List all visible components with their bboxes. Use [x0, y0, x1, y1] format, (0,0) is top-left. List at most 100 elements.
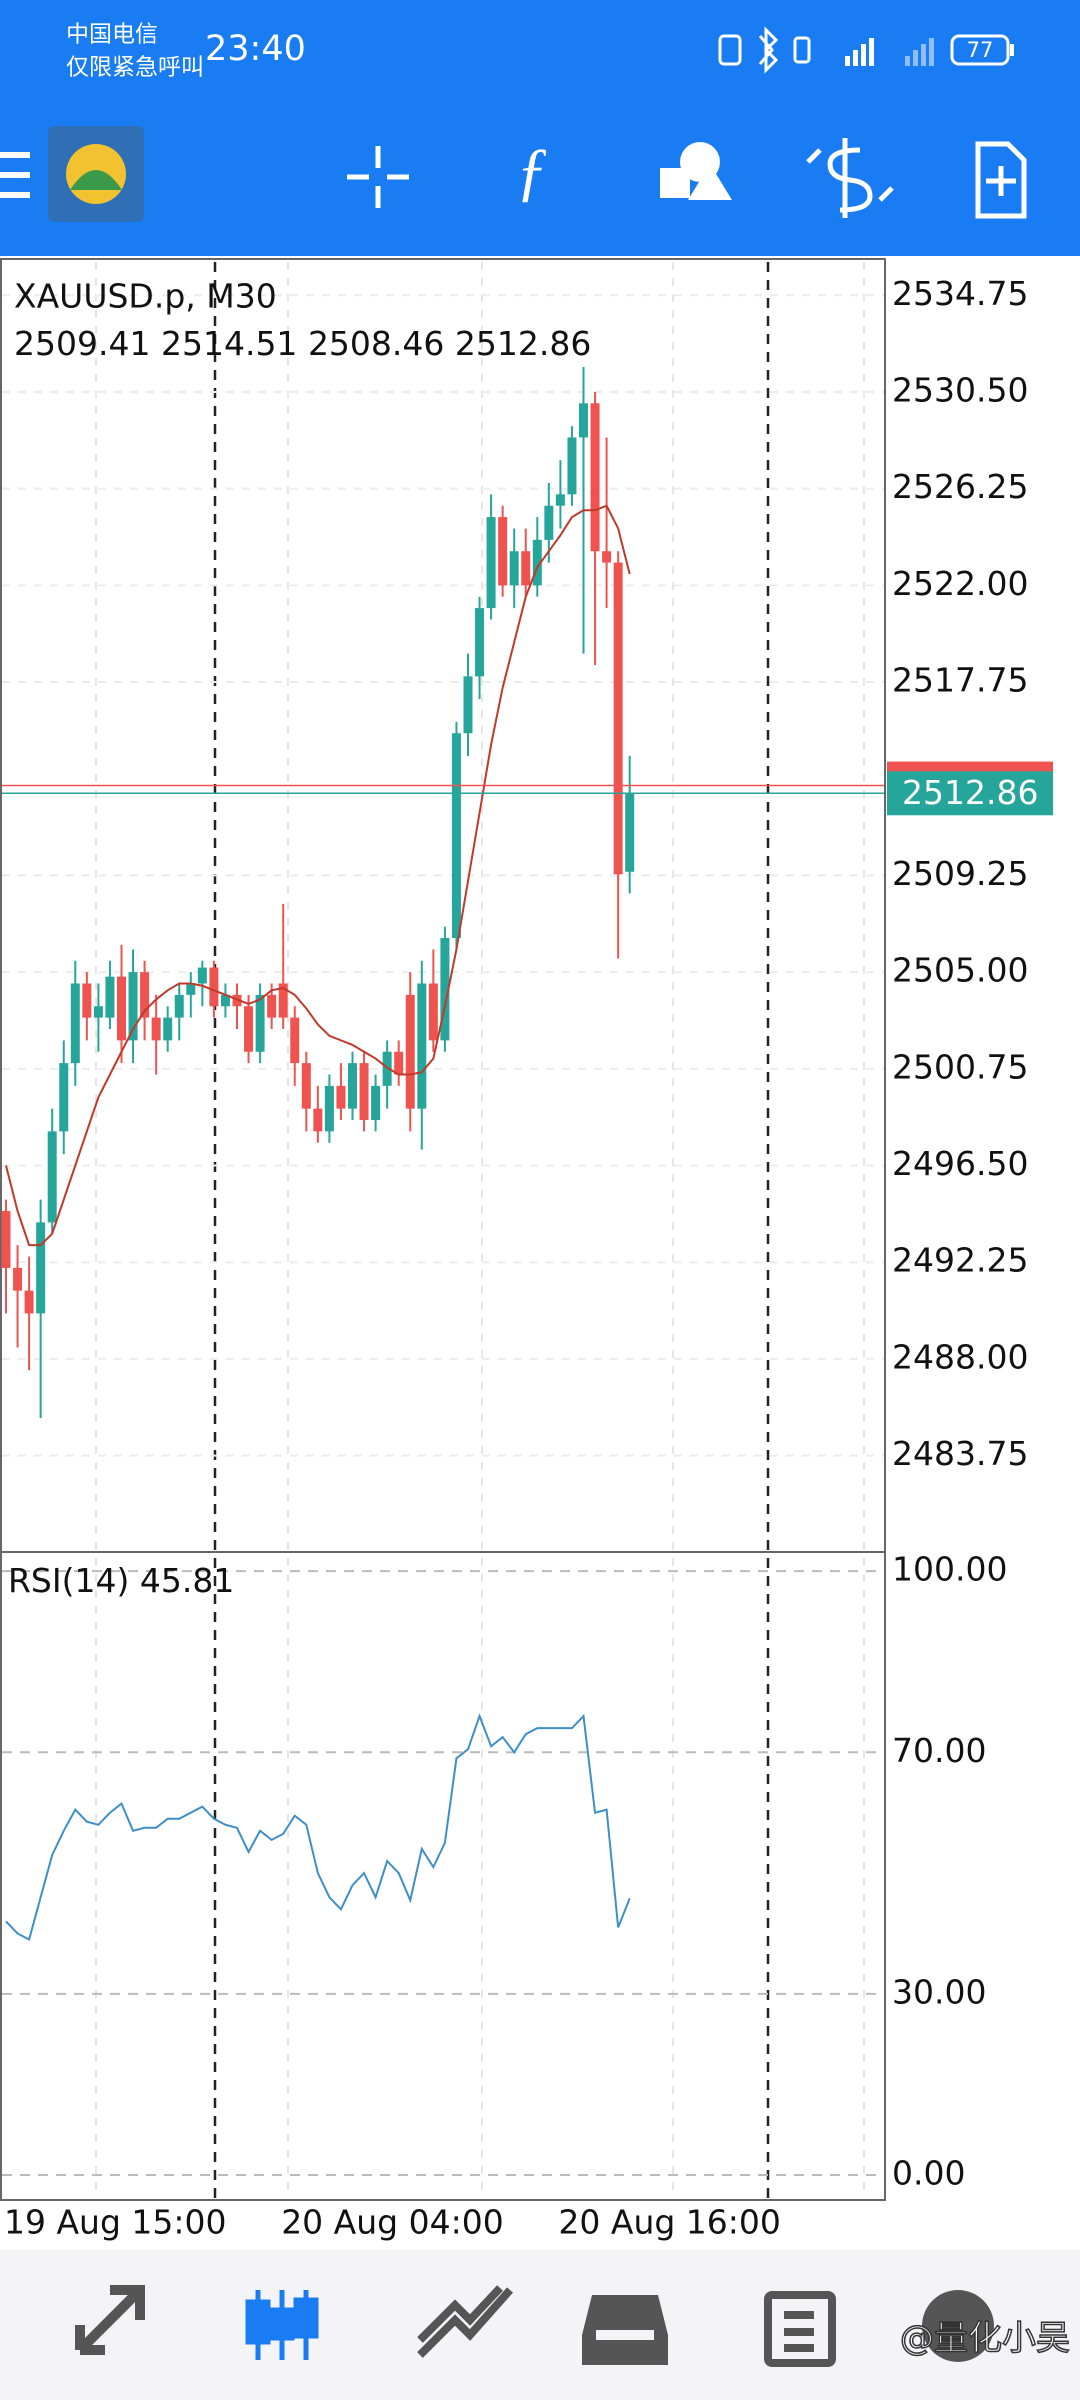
x-tick-label: 20 Aug 04:00: [281, 2203, 504, 2242]
trade-tab[interactable]: [417, 2285, 513, 2358]
candle-body: [324, 1085, 334, 1132]
candle-body: [93, 1006, 103, 1018]
candle-body: [255, 994, 265, 1052]
clock: 23:40: [205, 29, 306, 69]
y-tick-label: 2500.75: [892, 1047, 1028, 1086]
candle-body: [59, 1063, 69, 1132]
candle-body: [290, 1017, 300, 1064]
candle-body: [498, 517, 508, 586]
avatar[interactable]: [922, 2290, 994, 2362]
bid-label: 2512.86: [902, 773, 1038, 812]
y-tick-label: 2517.75: [892, 661, 1028, 700]
candle-body: [186, 983, 196, 995]
moving-average: [5, 504, 631, 1247]
plot-layer: [1, 294, 884, 2177]
y-tick-label: 100.00: [892, 1550, 1007, 1589]
chart-title: XAUUSD.p, M30: [14, 277, 277, 316]
vertical-grid: [95, 262, 865, 2198]
y-tick-label: 70.00: [892, 1731, 986, 1770]
candle-body: [117, 976, 126, 1041]
chart-tab[interactable]: [245, 2290, 319, 2360]
candle-body: [567, 437, 577, 495]
candle-body: [509, 551, 519, 586]
candle-body: [613, 562, 623, 875]
ohlc-header: 2509.41 2514.51 2508.46 2512.86: [14, 324, 591, 363]
candle-body: [1, 1211, 11, 1268]
open-value: 2509.41: [14, 324, 150, 363]
candle-body: [463, 676, 473, 734]
rsi-line: [5, 1713, 631, 1941]
candle-body: [47, 1131, 57, 1223]
rsi-value: 45.81: [140, 1561, 234, 1600]
candle-body: [359, 1063, 369, 1120]
candle-body: [428, 983, 438, 1041]
candle-body: [244, 1006, 254, 1052]
crosshair-tool[interactable]: [347, 146, 409, 208]
y-tick-label: 2530.50: [892, 370, 1028, 409]
trade-tool[interactable]: [806, 138, 894, 218]
candle-body: [475, 608, 485, 677]
high-value: 2514.51: [161, 324, 297, 363]
candle-body: [13, 1267, 23, 1291]
news-tab[interactable]: [764, 2291, 836, 2367]
candle-body: [220, 994, 230, 1007]
candle-body: [440, 937, 450, 1041]
candle-body: [555, 494, 565, 506]
candle-body: [140, 972, 150, 1018]
y-tick-label: 2483.75: [892, 1434, 1028, 1473]
candle-body: [24, 1290, 34, 1314]
candle-body: [197, 967, 207, 984]
y-tick-label: 2526.25: [892, 467, 1028, 506]
objects-tool[interactable]: [660, 142, 732, 200]
candle-body: [163, 1017, 173, 1041]
candle-body: [348, 1063, 357, 1109]
new-order-tool[interactable]: [975, 141, 1027, 219]
y-tick-label: 30.00: [892, 1972, 986, 2011]
menu-button[interactable]: [0, 152, 30, 198]
candle-body: [544, 505, 554, 540]
header-bg: [0, 0, 1080, 256]
y-tick-label: 0.00: [892, 2154, 965, 2193]
candle-body: [82, 983, 92, 1018]
x-tick-label: 20 Aug 16:00: [558, 2203, 781, 2242]
candle-body: [486, 517, 496, 609]
rsi-frame: [0, 1551, 886, 2201]
candle-body: [336, 1085, 346, 1109]
candle-body: [532, 539, 542, 586]
y-tick-label: 2505.00: [892, 951, 1028, 990]
candle-body: [70, 983, 80, 1064]
candle-body: [128, 972, 138, 1041]
app-icon[interactable]: [48, 126, 144, 222]
y-tick-label: 2522.00: [892, 564, 1028, 603]
y-tick-label: 2509.25: [892, 854, 1028, 893]
candle-body: [521, 551, 531, 586]
quotes-tab[interactable]: [75, 2285, 145, 2355]
y-tick-label: 2492.25: [892, 1241, 1028, 1280]
rsi-title: RSI(14): [8, 1561, 129, 1600]
watermark: @量化小吴: [900, 2319, 1070, 2359]
candle-body: [278, 983, 288, 1018]
candle-body: [394, 1051, 404, 1075]
carrier: 中国电信: [66, 22, 158, 48]
candle-body: [590, 403, 600, 552]
y-tick-label: 2534.75: [892, 274, 1028, 313]
y-tick-label: 2496.50: [892, 1144, 1028, 1183]
x-tick-label: 19 Aug 15:00: [4, 2203, 227, 2242]
close-value: 2512.86: [455, 324, 591, 363]
rsi-header: RSI(14) 45.81: [8, 1561, 234, 1600]
indicator-tool[interactable]: ƒ: [516, 135, 549, 208]
candle-body: [301, 1063, 311, 1109]
candle-body: [371, 1085, 381, 1120]
history-tab[interactable]: [582, 2295, 668, 2365]
candle-body: [417, 983, 427, 1109]
candle-body: [451, 733, 461, 938]
candle-body: [232, 994, 242, 1007]
candle-body: [36, 1222, 46, 1314]
battery-level: 77: [967, 38, 994, 62]
low-value: 2508.46: [308, 324, 444, 363]
candle-body: [209, 967, 219, 1007]
candle-body: [267, 994, 277, 1018]
candle-body: [105, 976, 115, 1018]
